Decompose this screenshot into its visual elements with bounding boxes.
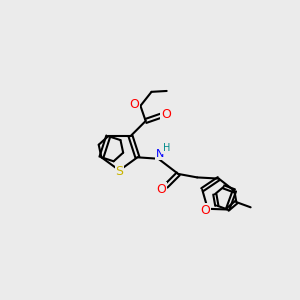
Text: O: O	[129, 98, 139, 111]
Text: O: O	[200, 204, 210, 217]
Text: O: O	[161, 108, 171, 122]
Text: S: S	[116, 165, 123, 178]
Text: H: H	[163, 143, 170, 153]
Text: O: O	[156, 183, 166, 196]
Text: N: N	[155, 149, 164, 159]
